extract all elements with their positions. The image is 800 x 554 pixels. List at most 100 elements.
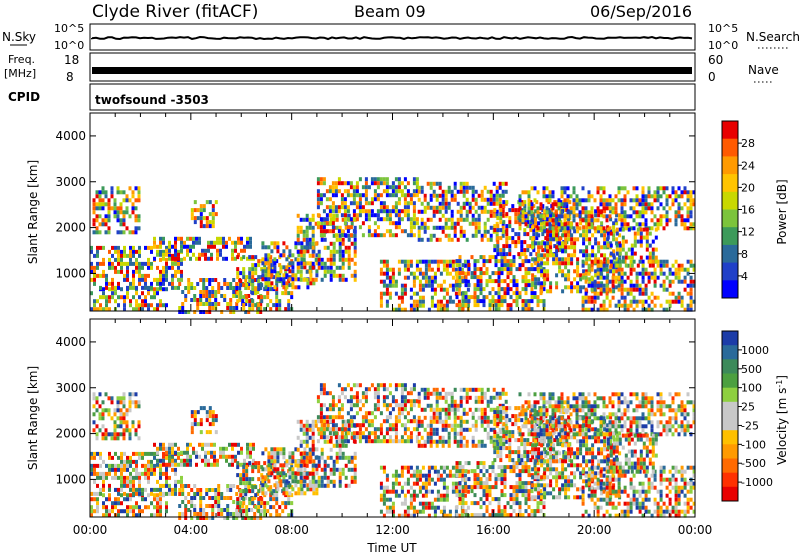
heatmap-cell: [415, 259, 419, 264]
heatmap-cell: [464, 279, 468, 284]
heatmap-cell: [279, 479, 283, 484]
heatmap-cell: [355, 181, 359, 186]
heatmap-cell: [542, 186, 546, 191]
heatmap-cell: [379, 493, 383, 498]
heatmap-cell: [385, 415, 389, 420]
heatmap-cell: [590, 267, 594, 272]
heatmap-cell: [352, 189, 356, 194]
heatmap-cell: [239, 477, 243, 482]
heatmap-cell: [488, 291, 492, 296]
heatmap-cell: [397, 481, 401, 486]
heatmap-cell: [659, 202, 663, 207]
heatmap-cell: [603, 209, 607, 214]
heatmap-cell: [305, 471, 309, 476]
heatmap-cell: [563, 218, 567, 223]
heatmap-cell: [305, 241, 309, 246]
heatmap-cell: [512, 291, 516, 296]
heatmap-cell: [424, 279, 428, 284]
heatmap-cell: [186, 458, 189, 463]
heatmap-cell: [612, 225, 616, 230]
heatmap-cell: [441, 225, 445, 230]
heatmap-cell: [273, 241, 277, 246]
heatmap-cell: [171, 467, 174, 472]
heatmap-cell: [620, 275, 624, 280]
heatmap-cell: [102, 257, 105, 262]
heatmap-cell: [536, 267, 540, 272]
heatmap-cell: [567, 237, 571, 242]
heatmap-cell: [453, 181, 457, 186]
heatmap-cell: [314, 479, 318, 484]
heatmap-cell: [364, 395, 368, 400]
heatmap-cell: [296, 447, 300, 452]
heatmap-cell: [296, 233, 300, 238]
heatmap-cell: [285, 245, 289, 250]
heatmap-cell: [211, 504, 215, 508]
heatmap-cell: [347, 233, 351, 238]
heatmap-cell: [388, 275, 392, 280]
heatmap-cell: [269, 469, 273, 474]
heatmap-cell: [343, 233, 347, 238]
heatmap-cell: [249, 244, 252, 249]
heatmap-cell: [116, 400, 120, 405]
heatmap-cell: [498, 181, 502, 186]
y-tick-label: 1000: [55, 266, 86, 280]
colorbar-segment: [722, 138, 738, 157]
heatmap-cell: [344, 419, 348, 424]
heatmap-cell: [237, 442, 240, 447]
colorbar-tick-label: 28: [741, 137, 755, 150]
heatmap-cell: [540, 289, 544, 294]
heatmap-cell: [117, 497, 120, 502]
heatmap-cell: [540, 257, 544, 262]
heatmap-cell: [406, 233, 410, 238]
heatmap-cell: [497, 291, 501, 296]
heatmap-cell: [134, 230, 138, 235]
heatmap-cell: [208, 282, 212, 286]
heatmap-cell: [548, 190, 552, 195]
heatmap-cell: [135, 451, 138, 456]
heatmap-cell: [126, 459, 129, 464]
heatmap-cell: [477, 205, 481, 210]
heatmap-cell: [93, 307, 96, 312]
heatmap-cell: [347, 261, 351, 266]
heatmap-cell: [208, 200, 212, 205]
heatmap-cell: [421, 509, 425, 514]
heatmap-cell: [540, 245, 544, 250]
heatmap-cell: [144, 277, 147, 282]
heatmap-cell: [275, 291, 279, 296]
heatmap-cell: [548, 198, 552, 203]
heatmap-cell: [689, 190, 693, 195]
heatmap-cell: [594, 253, 598, 258]
heatmap-cell: [537, 249, 541, 254]
heatmap-cell: [459, 189, 463, 194]
heatmap-cell: [171, 455, 174, 460]
heatmap-cell: [576, 229, 580, 234]
heatmap-cell: [98, 206, 102, 211]
heatmap-cell: [364, 189, 368, 194]
heatmap-cell: [526, 248, 530, 253]
heatmap-cell: [480, 209, 484, 214]
heatmap-cell: [299, 269, 303, 274]
heatmap-cell: [412, 221, 416, 226]
heatmap-cell: [426, 181, 430, 186]
heatmap-cell: [108, 463, 111, 468]
heatmap-cell: [373, 213, 377, 218]
heatmap-cell: [394, 387, 398, 392]
heatmap-cell: [93, 277, 96, 282]
heatmap-cell: [208, 310, 212, 314]
heatmap-cell: [235, 286, 239, 290]
heatmap-cell: [129, 497, 132, 502]
heatmap-cell: [308, 241, 312, 246]
heatmap-cell: [337, 427, 341, 432]
heatmap-cell: [275, 287, 279, 292]
heatmap-cell: [287, 481, 291, 486]
heatmap-cell: [382, 283, 386, 288]
heatmap-cell: [572, 190, 576, 195]
heatmap-cell: [512, 279, 516, 284]
heatmap-cell: [692, 279, 696, 284]
heatmap-cell: [267, 471, 271, 476]
heatmap-cell: [343, 217, 347, 222]
heatmap-cell: [162, 252, 165, 257]
heatmap-cell: [305, 455, 309, 460]
heatmap-cell: [527, 202, 531, 207]
heatmap-cell: [523, 232, 527, 237]
